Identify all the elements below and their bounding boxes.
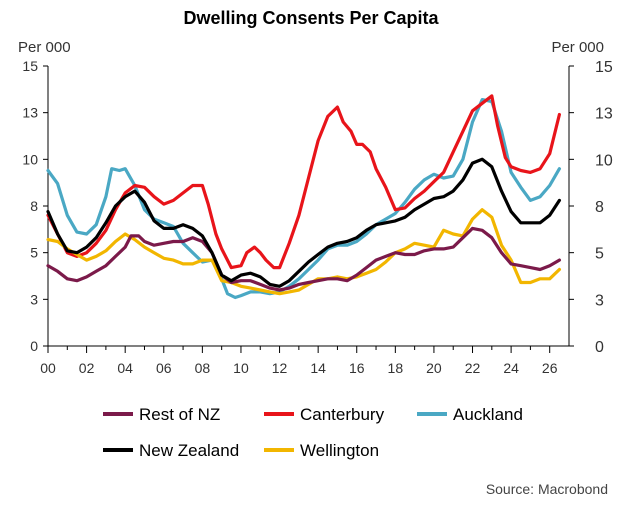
series-line-canterbury	[46, 94, 561, 270]
legend-label: Canterbury	[300, 405, 385, 424]
x-tick-label: 16	[349, 360, 365, 376]
series-line-new-zealand	[46, 157, 561, 288]
y-tick-label-left: 5	[30, 245, 38, 261]
x-tick-label: 06	[156, 360, 172, 376]
x-tick-label: 20	[426, 360, 442, 376]
x-tick-label: 04	[117, 360, 133, 376]
y-tick-label-right: 15	[595, 59, 613, 76]
x-tick-label: 02	[79, 360, 95, 376]
y-tick-label-right: 8	[595, 199, 604, 216]
legend-item-wellington: Wellington	[264, 441, 379, 460]
legend-item-auckland: Auckland	[417, 405, 523, 424]
x-tick-label: 24	[503, 360, 519, 376]
left-axis-unit: Per 000	[18, 39, 71, 56]
right-axis-unit: Per 000	[551, 39, 604, 56]
y-tick-label-right: 3	[595, 292, 604, 309]
y-tick-label-left: 3	[30, 291, 38, 307]
legend: Rest of NZ Canterbury Auckland New Zealand W…	[103, 405, 523, 460]
x-tick-label: 18	[388, 360, 404, 376]
chart-title: Dwelling Consents Per Capita	[183, 8, 439, 28]
legend-item-canterbury: Canterbury	[264, 405, 385, 424]
series-line-rest-of-nz	[46, 226, 561, 292]
y-tick-label-left: 10	[22, 151, 38, 167]
y-tick-label-left: 0	[30, 338, 38, 354]
y-tick-label-left: 15	[22, 58, 38, 74]
y-tick-label-left: 13	[22, 105, 38, 121]
legend-label: New Zealand	[139, 441, 239, 460]
series-line-wellington	[46, 208, 561, 296]
legend-item-rest-of-nz: Rest of NZ	[103, 405, 220, 424]
x-tick-label: 26	[542, 360, 558, 376]
y-tick-label-left: 8	[30, 198, 38, 214]
y-tick-label-right: 10	[595, 152, 613, 169]
legend-label: Auckland	[453, 405, 523, 424]
x-tick-label: 08	[195, 360, 211, 376]
y-tick-label-right: 5	[595, 246, 604, 263]
x-tick-label: 12	[272, 360, 288, 376]
series-lines	[46, 94, 561, 300]
legend-label: Wellington	[300, 441, 379, 460]
x-tick-label: 22	[465, 360, 481, 376]
x-tick-label: 00	[40, 360, 56, 376]
x-tick-label: 14	[310, 360, 326, 376]
y-tick-label-right: 0	[595, 339, 604, 356]
legend-label: Rest of NZ	[139, 405, 220, 424]
source-label: Source: Macrobond	[486, 481, 608, 497]
legend-item-new-zealand: New Zealand	[103, 441, 239, 460]
series-line-auckland	[46, 98, 561, 300]
x-tick-label: 10	[233, 360, 249, 376]
y-tick-label-right: 13	[595, 106, 613, 123]
